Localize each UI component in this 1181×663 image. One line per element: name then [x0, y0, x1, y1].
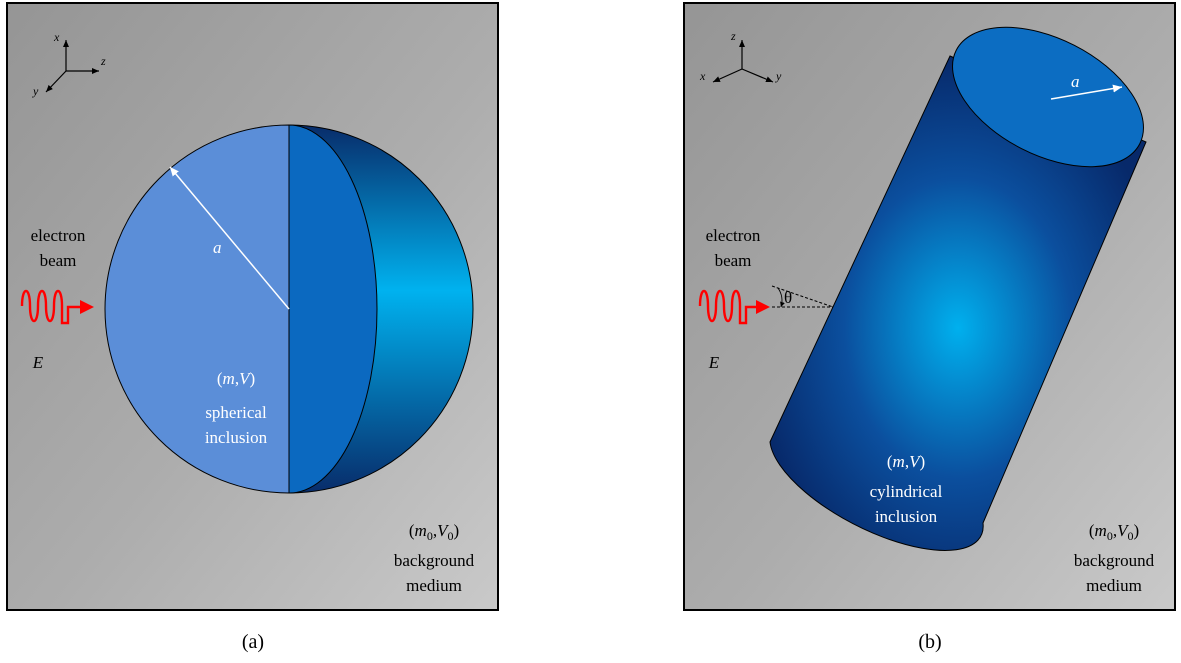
panel-a-beam-label-1: electron [31, 226, 86, 245]
panel-a-beam-wave [20, 289, 82, 325]
panel-a-axis-z-label: z [100, 54, 106, 68]
sphere-inclusion-word: inclusion [205, 428, 268, 447]
panel-b-background-params: (m0,V0) [1089, 521, 1139, 543]
panel-a: x z y a (m,V) spherical inclusion electr… [6, 2, 499, 653]
panel-a-axis-x-label: x [53, 30, 60, 44]
cylinder-inclusion-type: cylindrical [870, 482, 943, 501]
cylinder-top-face [952, 26, 1144, 168]
panel-a-axes-icon: x z y [32, 30, 106, 98]
panel-a-background-word-1: background [394, 551, 475, 570]
panel-b-beam-label-1: electron [706, 226, 761, 245]
panel-b-field-label: E [708, 353, 720, 372]
sphere-inclusion-params: (m,V) [217, 369, 255, 388]
panel-a-background-word-2: medium [406, 576, 462, 595]
cylinder-radius-label: a [1071, 72, 1080, 91]
panel-b-axis-x-label: x [699, 69, 706, 83]
cylinder-radius-arrow [1050, 84, 1123, 100]
panel-a-background-params: (m0,V0) [409, 521, 459, 543]
panel-b-caption: (b) [918, 631, 941, 653]
cylinder-inclusion-params: (m,V) [887, 452, 925, 471]
cylinder-inclusion-word: inclusion [875, 507, 938, 526]
cylinder-body [769, 55, 1147, 551]
panel-b-background-word-2: medium [1086, 576, 1142, 595]
sphere-hemisphere-face [104, 124, 290, 494]
sphere-radius-label: a [213, 238, 222, 257]
angle-theta-label: θ [784, 288, 792, 307]
sphere-radius-arrow [169, 166, 290, 310]
panel-a-beam-arrowhead [80, 300, 94, 314]
panel-a-beam-label-2: beam [40, 251, 77, 270]
sphere-inclusion-type: spherical [205, 403, 267, 422]
panel-b-beam-arrowhead [756, 300, 770, 314]
panel-a-field-label: E [32, 353, 44, 372]
sphere-cut-face [288, 124, 378, 494]
panel-b-axis-z-label: z [730, 29, 736, 43]
panel-b-axes-icon: z x y [699, 29, 782, 83]
panel-b-background-word-1: background [1074, 551, 1155, 570]
angle-marker: θ [771, 285, 834, 308]
panel-b-axis-y-label: y [775, 69, 782, 83]
panel-a-axis-y-label: y [32, 84, 39, 98]
panel-b: z x y a (m,V) cylindrical inclusion θ el… [683, 2, 1176, 653]
panel-a-caption: (a) [242, 631, 264, 653]
panel-b-beam-wave [698, 289, 758, 325]
panel-b-beam-label-2: beam [715, 251, 752, 270]
